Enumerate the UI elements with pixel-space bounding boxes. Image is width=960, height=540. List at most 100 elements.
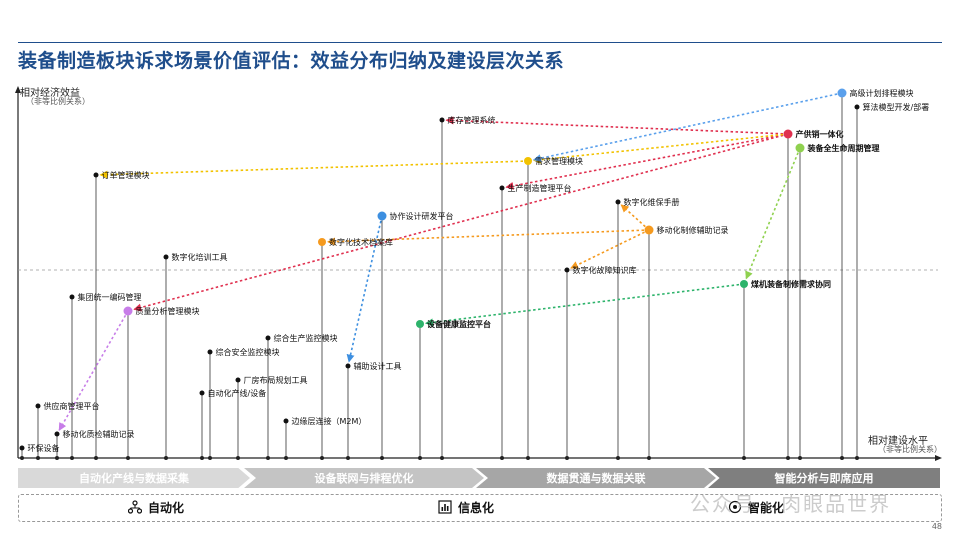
relation-arrow — [532, 92, 843, 163]
watermark: 公众号 · 肉眼品世界 — [690, 492, 892, 516]
scenario-node-label: 质量分析管理模块 — [136, 306, 200, 316]
scenario-node — [123, 306, 133, 316]
scenario-node-label: 数字化培训工具 — [172, 252, 228, 262]
stage-4-label: 智能分析与即席应用 — [774, 472, 874, 485]
axis-tick-dot — [266, 456, 270, 460]
stage-3-bar: 数据贯通与数据关联 — [476, 468, 716, 488]
scenario-node-label: 厂房布局规划工具 — [244, 375, 308, 385]
scenario-node-label: 集团统一编码管理 — [78, 292, 142, 302]
informatization-item: 信息化 — [438, 498, 494, 516]
stage-3-label: 数据贯通与数据关联 — [546, 472, 646, 485]
stage-2-label: 设备联网与排程优化 — [314, 472, 414, 485]
scenario-node — [19, 445, 25, 451]
axis-tick-dot — [840, 456, 844, 460]
scenario-node-label: 辅助设计工具 — [354, 361, 402, 371]
scenario-node — [416, 320, 424, 328]
y-axis-note: （非等比例关系） — [26, 97, 90, 106]
scenario-node — [644, 225, 654, 235]
scenario-node-label: 协作设计研发平台 — [390, 211, 454, 221]
axis-tick-dot — [565, 456, 569, 460]
page-number: 48 — [931, 522, 942, 531]
scenario-node-label: 数字化维保手册 — [624, 197, 680, 207]
axis-tick-dot — [20, 456, 24, 460]
capability-strip — [18, 494, 942, 522]
scenario-node — [163, 254, 169, 260]
scenario-node — [499, 185, 505, 191]
scenario-node-label: 需求管理模块 — [535, 156, 583, 166]
axis-tick-dot — [798, 456, 802, 460]
axis-tick-dot — [55, 456, 59, 460]
scenario-node — [837, 88, 847, 98]
scenario-node — [93, 172, 99, 178]
automation-label: 自动化 — [148, 500, 185, 515]
axis-tick-dot — [855, 456, 859, 460]
stage-2-bar: 设备联网与排程优化 — [244, 468, 484, 488]
scenario-node-label: 综合生产监控模块 — [274, 333, 338, 343]
scenario-node-label: 装备全生命周期管理 — [807, 143, 880, 153]
scenario-node — [283, 418, 289, 424]
scenario-node — [740, 280, 748, 288]
chart-icon — [438, 500, 452, 514]
scenario-node-label: 订单管理模块 — [102, 170, 150, 180]
scenario-node — [524, 157, 532, 165]
scenario-node — [54, 431, 60, 437]
scenario-node — [207, 349, 213, 355]
scenario-node-label: 数字化技术档案库 — [329, 237, 393, 247]
page-title: 装备制造板块诉求场景价值评估：效益分布归纳及建设层次关系 — [18, 50, 565, 72]
scenario-node — [235, 377, 241, 383]
axis-tick-dot — [786, 456, 790, 460]
axis-tick-dot — [320, 456, 324, 460]
scenario-node — [439, 117, 445, 123]
axis-tick-dot — [346, 456, 350, 460]
relation-arrow — [99, 160, 529, 179]
axis-tick-dot — [70, 456, 74, 460]
scenario-node-label: 生产制造管理平台 — [508, 183, 572, 193]
axis-tick-dot — [380, 456, 384, 460]
relation-arrow — [58, 310, 129, 431]
x-axis-arrow-icon — [935, 455, 942, 461]
scenario-node — [345, 363, 351, 369]
stage-1-bar: 自动化产线与数据采集 — [18, 468, 250, 488]
axis-tick-dot — [742, 456, 746, 460]
scenario-node-label: 边缘层连接（M2M） — [292, 416, 367, 426]
scenario-node — [35, 403, 41, 409]
scenario-node — [69, 294, 75, 300]
relation-arrow — [570, 229, 650, 269]
x-axis-note: （非等比例关系） — [878, 445, 942, 454]
scenario-node — [854, 104, 860, 110]
brain-icon — [728, 500, 742, 514]
automation-item: 自动化 — [127, 498, 185, 516]
axis-tick-dot — [500, 456, 504, 460]
scenario-node-label: 供应商管理平台 — [44, 401, 100, 411]
axis-tick-dot — [208, 456, 212, 460]
axis-tick-dot — [418, 456, 422, 460]
scenario-node — [564, 267, 570, 273]
scenario-node-label: 产供销一体化 — [796, 129, 844, 139]
axis-tick-dot — [236, 456, 240, 460]
x-axis-label: 相对建设水平 — [868, 436, 928, 447]
scenario-node-label: 移动化质检辅助记录 — [63, 429, 135, 439]
relation-arrow — [133, 133, 789, 312]
stage-4-bar: 智能分析与即席应用 — [708, 468, 940, 488]
relation-arrow — [424, 283, 745, 327]
scenario-node-label: 移动化制修辅助记录 — [657, 225, 729, 235]
relation-arrow — [620, 204, 650, 231]
relation-arrow — [745, 147, 801, 280]
scenario-node — [783, 129, 793, 139]
scenario-node — [318, 238, 326, 246]
axis-tick-dot — [440, 456, 444, 460]
scenario-node-label: 设备健康监控平台 — [427, 319, 491, 329]
title-rule — [18, 42, 942, 43]
scenario-node-label: 库存管理系统 — [448, 115, 496, 125]
axis-tick-dot — [36, 456, 40, 460]
scenario-node-label: 综合安全监控模块 — [216, 347, 280, 357]
relation-arrow — [326, 229, 650, 246]
stage-1-label: 自动化产线与数据采集 — [79, 472, 189, 485]
scenario-node — [615, 199, 621, 205]
scenario-node-label: 算法模型开发/部署 — [863, 102, 930, 112]
scenario-node — [265, 335, 271, 341]
relation-arrow — [445, 116, 789, 135]
axis-tick-dot — [94, 456, 98, 460]
intelligence-item: 智能化 — [728, 498, 784, 516]
